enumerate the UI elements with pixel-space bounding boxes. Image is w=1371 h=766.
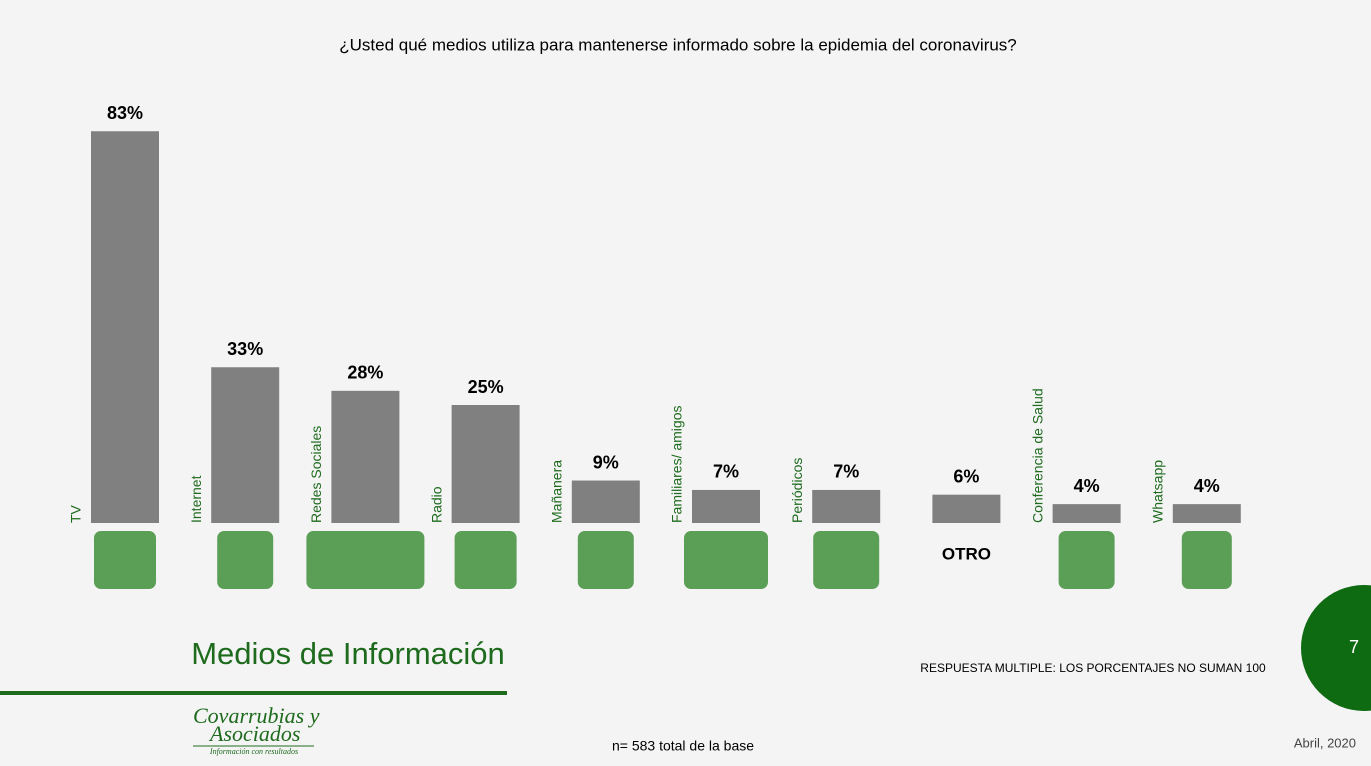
chart-title: ¿Usted qué medios utiliza para manteners…: [339, 35, 1017, 54]
bar: [331, 390, 400, 523]
data-label: 7%: [833, 462, 859, 482]
category-icon: [577, 531, 634, 589]
bar: [571, 480, 640, 523]
category-icon: [454, 531, 517, 589]
date: Abril, 2020: [1294, 735, 1356, 750]
data-label: 28%: [347, 363, 383, 383]
page-badge: [1301, 585, 1371, 711]
category-label: Periódicos: [789, 458, 805, 523]
logo-line1: Covarrubias y: [193, 703, 320, 728]
category-label: Whatsapp: [1150, 460, 1166, 523]
data-label: 4%: [1074, 476, 1100, 496]
category-icon: [1181, 531, 1232, 589]
category-icon: [1058, 531, 1115, 589]
bar: [692, 489, 760, 523]
section-title: Medios de Información: [191, 636, 505, 671]
category-label: Conferencia de Salud: [1029, 388, 1045, 523]
data-label: 33%: [227, 339, 263, 359]
category-icon: [217, 531, 274, 589]
logo-line2: Asociados: [208, 721, 300, 746]
category-label: TV: [68, 504, 84, 523]
data-label: 6%: [953, 466, 979, 486]
category-label: OTRO: [942, 544, 991, 563]
data-label: 7%: [713, 462, 739, 482]
bar: [812, 489, 881, 523]
logo: Covarrubias y Asociados Información con …: [193, 703, 320, 756]
data-label: 4%: [1194, 476, 1220, 496]
bar: [932, 494, 1001, 523]
category-label: Radio: [428, 486, 444, 523]
category-label: Internet: [188, 475, 204, 523]
note: RESPUESTA MULTIPLE: LOS PORCENTAJES NO S…: [920, 661, 1266, 675]
sample-note: n= 583 total de la base: [612, 738, 754, 754]
data-label: 9%: [593, 452, 619, 472]
data-label: 83%: [107, 103, 143, 123]
category-icon: [306, 531, 425, 589]
category-icon: [94, 531, 156, 589]
bar: [211, 367, 280, 523]
logo-tagline: Información con resultados: [209, 747, 298, 756]
category-label: Familiares/ amigos: [669, 406, 685, 523]
divider: [0, 691, 507, 695]
bar: [91, 131, 159, 524]
category-icon: [684, 531, 768, 589]
category-icon: [813, 531, 880, 589]
data-label: 25%: [468, 377, 504, 397]
category-label: Redes Sociales: [308, 426, 324, 523]
page-number: 7: [1349, 637, 1359, 657]
category-label: Mañanera: [549, 460, 565, 523]
bar: [1052, 504, 1121, 523]
bar: [451, 405, 520, 523]
bar: [1172, 504, 1241, 523]
